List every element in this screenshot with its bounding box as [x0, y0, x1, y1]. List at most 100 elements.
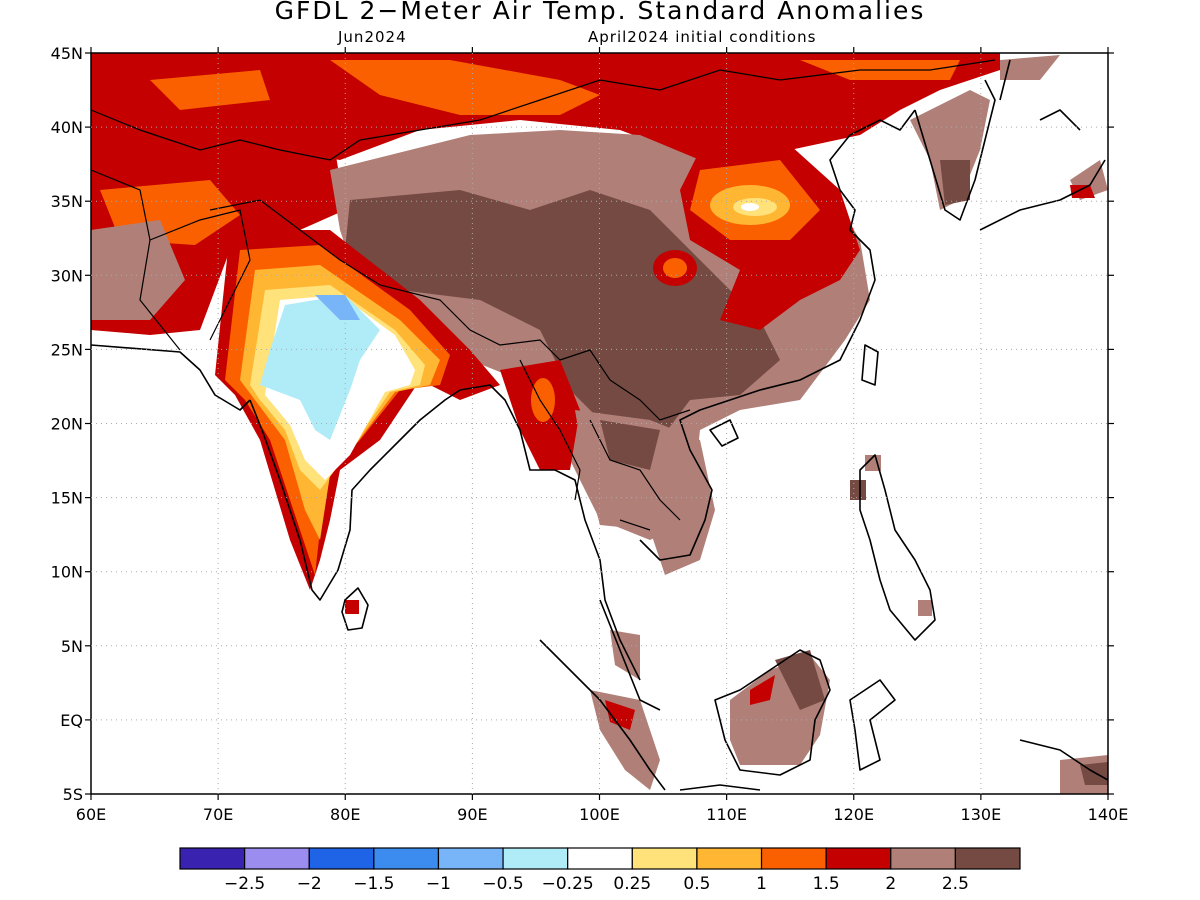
lat-label: 15N — [51, 489, 83, 508]
border-indochina — [589, 419, 681, 531]
lon-label: 60E — [76, 805, 106, 824]
colorbar-label: 2.5 — [942, 874, 969, 894]
colorbar-swatch — [890, 847, 956, 870]
anomaly-region-sumatra-red — [605, 700, 635, 730]
anomaly-region-iran-brown — [91, 220, 185, 320]
lon-label: 130E — [961, 805, 1002, 824]
colorbar-label: 2 — [885, 874, 896, 894]
border-afghan-pak — [149, 209, 251, 341]
lat-label: 35N — [51, 192, 83, 211]
lat-label: EQ — [60, 711, 83, 730]
coastline-philippines — [859, 454, 936, 641]
colorbar-swatch — [954, 847, 1021, 870]
coastline-indochina — [639, 109, 916, 561]
anomaly-region-orange-north — [330, 60, 600, 115]
latitude-labels: 45N 40N 35N 30N 25N 20N 15N 10N 5N EQ 5S — [51, 44, 83, 804]
colorbar — [179, 847, 1021, 870]
colorbar-swatch — [373, 847, 440, 870]
colorbar-label: −2.5 — [224, 874, 265, 894]
map-title: GFDL 2−Meter Air Temp. Standard Anomalie… — [274, 0, 926, 25]
anomaly-region-japan-red — [1070, 185, 1095, 198]
colorbar-swatch — [760, 847, 827, 870]
lat-label: 30N — [51, 266, 83, 285]
lon-label: 140E — [1088, 805, 1129, 824]
anomaly-region-north-red — [91, 53, 1000, 200]
border-central-asia — [91, 59, 996, 161]
colorbar-swatch — [308, 847, 375, 870]
lon-label: 80E — [330, 805, 360, 824]
initial-conditions: April2024 initial conditions — [588, 28, 817, 46]
colorbar-label: −1.5 — [353, 874, 394, 894]
forecast-month: Jun2024 — [338, 28, 407, 46]
coastline-taiwan — [861, 344, 879, 386]
coastline-arabian-sea — [91, 344, 251, 411]
anomaly-region-india-cyan — [260, 295, 380, 440]
anomaly-region-korea — [910, 90, 990, 210]
coastline-borneo — [714, 649, 831, 776]
axis-ticks — [85, 47, 1114, 800]
anomaly-region-korea-dark — [940, 160, 970, 205]
graticule — [91, 53, 1108, 794]
lon-label: 110E — [706, 805, 747, 824]
lon-label: 120E — [833, 805, 874, 824]
coastline-java — [679, 784, 761, 791]
colorbar-swatch — [244, 847, 310, 870]
anomaly-region-philippines-b — [850, 480, 866, 500]
colorbar-swatch — [631, 847, 698, 870]
anomaly-hotspot-white — [741, 203, 759, 211]
anomaly-region-myanmar-orange — [531, 378, 555, 422]
anomaly-region-sri-lanka — [345, 600, 359, 614]
anomaly-hotspot-central-orange — [663, 258, 687, 278]
coastline-new-guinea — [1019, 739, 1108, 781]
anomaly-region-india-blue — [315, 295, 360, 320]
longitude-labels: 60E 70E 80E 90E 100E 110E 120E 130E 140E — [76, 805, 1129, 824]
colorbar-label: −2 — [297, 874, 322, 894]
coastline-sulawesi — [849, 679, 896, 771]
coastlines — [91, 59, 1108, 791]
border-south-asia-north — [209, 199, 561, 361]
colorbar-swatch — [437, 847, 504, 870]
lat-label: 20N — [51, 415, 83, 434]
colorbar-label: 0.5 — [683, 874, 710, 894]
colorbar-label: 0.25 — [613, 874, 651, 894]
colorbar-swatch — [567, 847, 633, 870]
anomaly-region-sumatra — [590, 690, 660, 790]
colorbar-labels: −2.5 −2 −1.5 −1 −0.5 −0.25 0.25 0.5 1 1.5 2 2.5 — [224, 874, 969, 894]
colorbar-label: −0.5 — [482, 874, 523, 894]
colorbar-label: 1.5 — [813, 874, 840, 894]
lat-label: 5S — [63, 785, 83, 804]
lat-label: 45N — [51, 44, 83, 63]
country-borders — [91, 59, 996, 531]
lat-label: 10N — [51, 563, 83, 582]
coastline-sumatra — [539, 639, 666, 791]
coastline-japan — [979, 59, 1106, 231]
border-myanmar — [519, 359, 581, 501]
lon-label: 90E — [457, 805, 487, 824]
anomaly-region-borneo-dark — [775, 650, 825, 710]
lat-label: 5N — [61, 637, 83, 656]
colorbar-swatch — [502, 847, 569, 870]
border-china-se — [559, 349, 691, 421]
border-iran — [91, 169, 181, 351]
lat-label: 40N — [51, 118, 83, 137]
colorbar-label: −1 — [426, 874, 451, 894]
colorbar-swatch — [179, 847, 246, 870]
anomaly-field — [91, 53, 1108, 794]
anomaly-region-philippines-a — [865, 455, 881, 471]
lon-label: 100E — [579, 805, 620, 824]
colorbar-label: −0.25 — [542, 874, 594, 894]
coastline-hainan — [709, 419, 739, 447]
lon-label: 70E — [203, 805, 233, 824]
colorbar-label: 1 — [756, 874, 767, 894]
lat-label: 25N — [51, 340, 83, 359]
coastline-bay-of-bengal — [459, 384, 641, 681]
coastline-malaya — [599, 599, 661, 711]
anomaly-region-philippines-c — [918, 600, 932, 616]
coastline-korea — [914, 79, 996, 221]
anomaly-region-indochina-dark — [600, 420, 660, 470]
anomaly-region-borneo-red — [750, 675, 775, 705]
colorbar-swatch — [696, 847, 763, 870]
coastline-sri-lanka — [341, 587, 369, 631]
anomaly-region-ne-brown — [1000, 55, 1060, 80]
